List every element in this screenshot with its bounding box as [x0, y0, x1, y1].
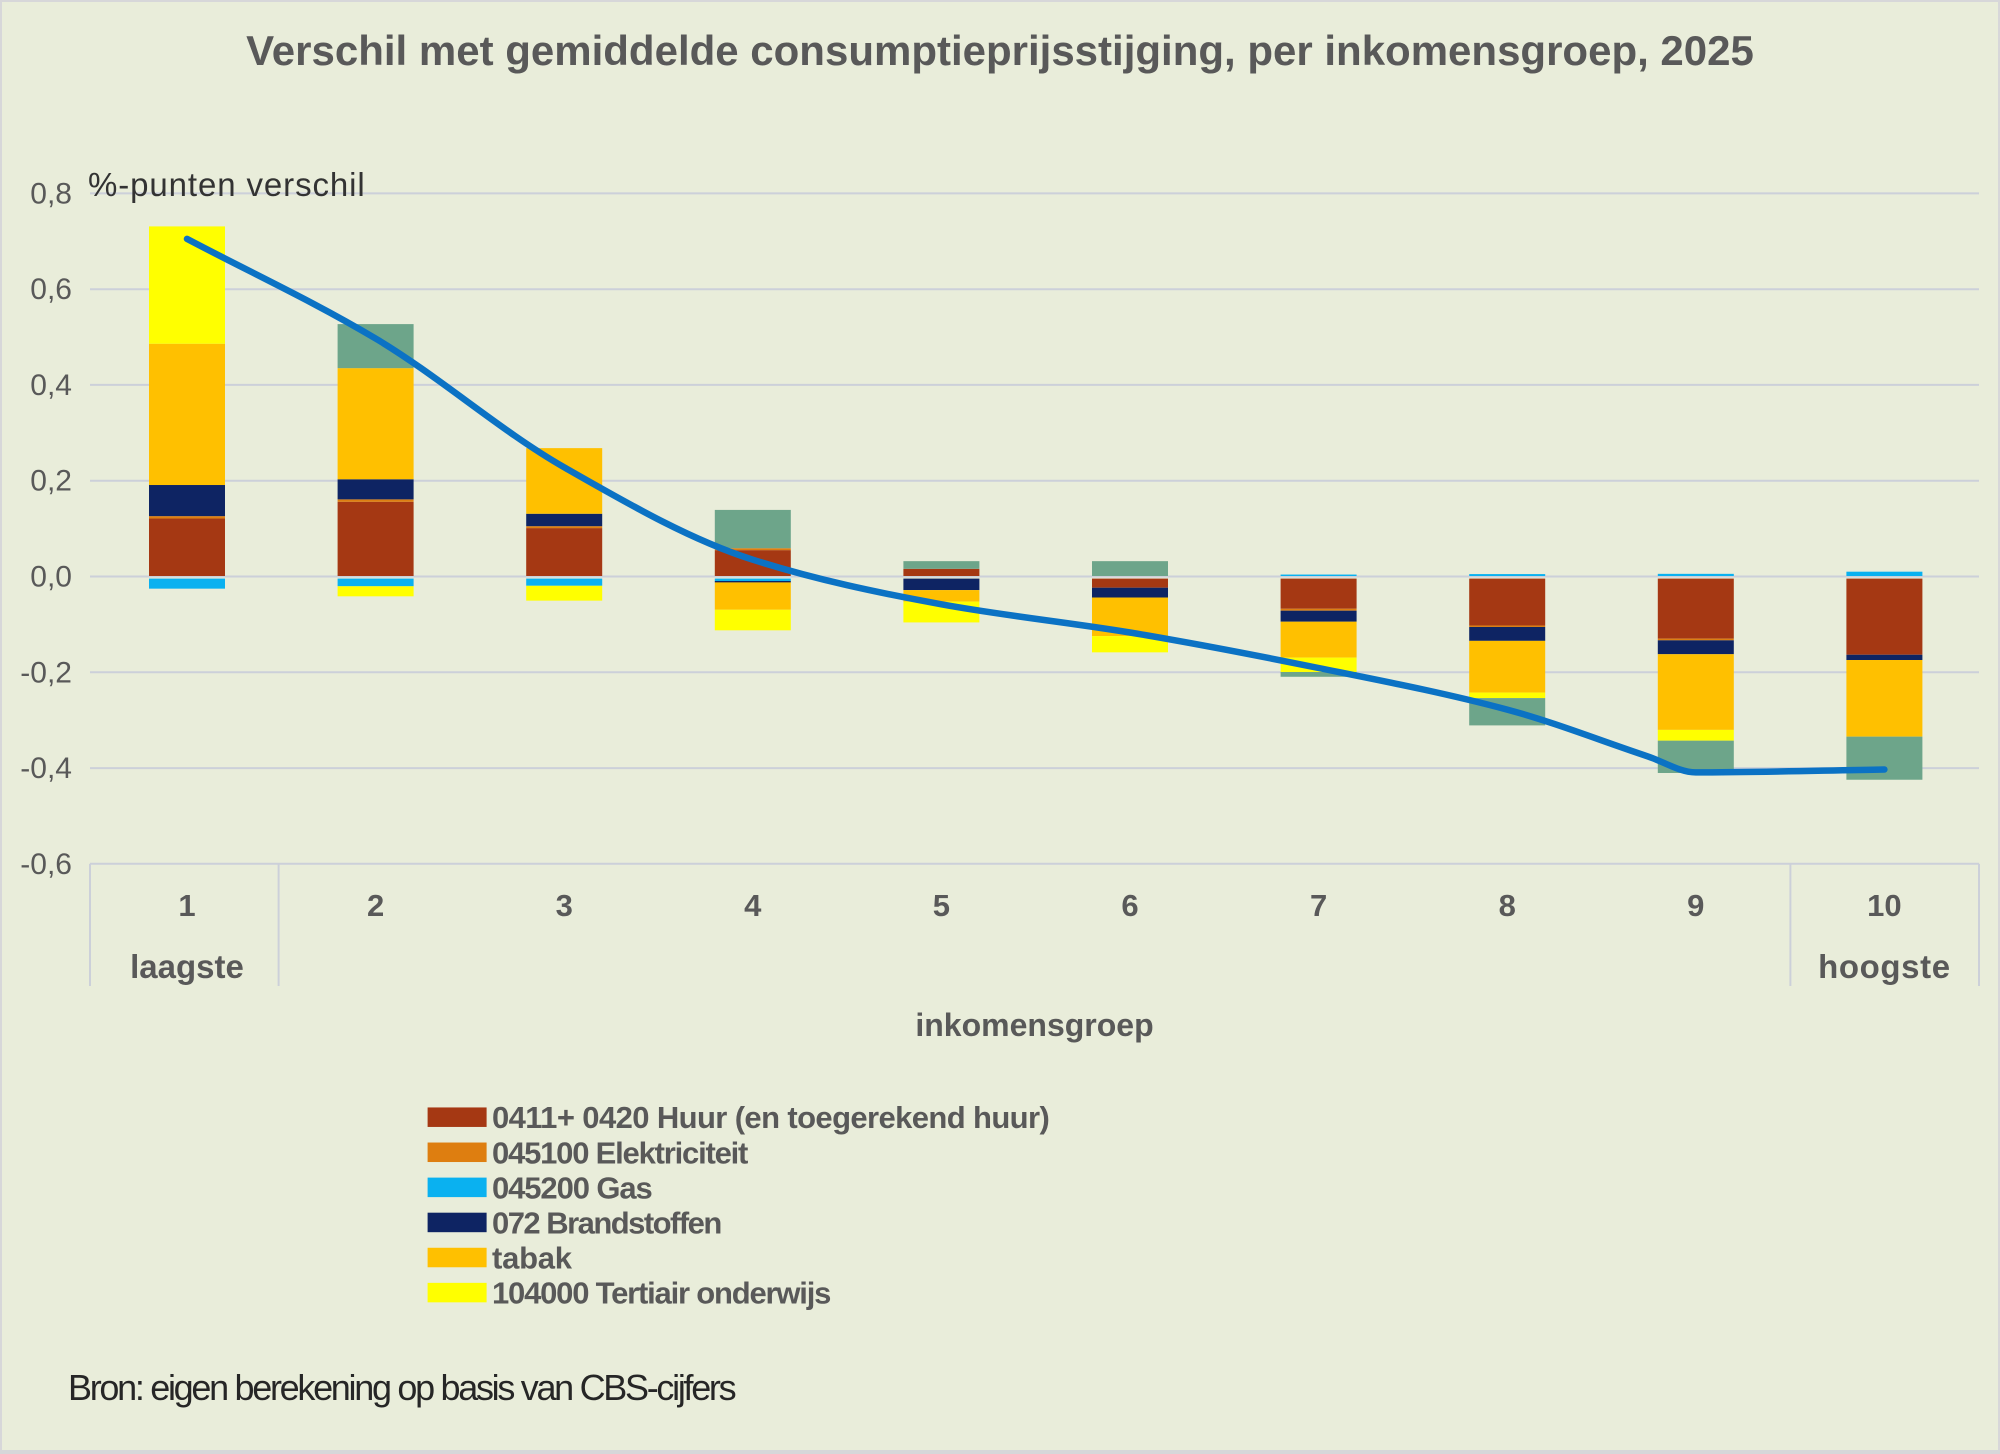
- svg-text:9: 9: [1687, 888, 1704, 923]
- svg-text:4: 4: [744, 888, 762, 923]
- svg-text:3: 3: [556, 888, 573, 923]
- svg-text:8: 8: [1499, 888, 1516, 923]
- svg-text:0,0: 0,0: [30, 561, 72, 594]
- svg-text:5: 5: [933, 888, 950, 923]
- svg-text:0,4: 0,4: [30, 369, 72, 402]
- svg-text:laagste: laagste: [130, 948, 244, 985]
- svg-text:0,8: 0,8: [30, 177, 72, 210]
- svg-text:10: 10: [1867, 888, 1901, 923]
- svg-text:7: 7: [1310, 888, 1327, 923]
- svg-text:inkomensgroep: inkomensgroep: [915, 1007, 1153, 1043]
- svg-text:Bron: eigen berekening op basi: Bron: eigen berekening op basis van CBS-…: [68, 1367, 736, 1408]
- svg-text:-0,6: -0,6: [20, 848, 72, 881]
- svg-text:045200 Gas: 045200 Gas: [492, 1170, 652, 1205]
- svg-text:-0,2: -0,2: [20, 656, 72, 689]
- svg-text:2: 2: [367, 888, 384, 923]
- svg-text:hoogste: hoogste: [1818, 948, 1951, 985]
- svg-text:0,2: 0,2: [30, 465, 72, 498]
- svg-text:0411+ 0420 Huur (en toegereken: 0411+ 0420 Huur (en toegerekend huur): [492, 1100, 1049, 1135]
- svg-text:tabak: tabak: [492, 1241, 573, 1276]
- svg-text:%-punten verschil: %-punten verschil: [88, 166, 366, 203]
- svg-text:104000 Tertiair onderwijs: 104000 Tertiair onderwijs: [492, 1276, 830, 1311]
- svg-text:0,6: 0,6: [30, 273, 72, 306]
- svg-text:072 Brandstoffen: 072 Brandstoffen: [492, 1205, 721, 1240]
- svg-text:6: 6: [1121, 888, 1138, 923]
- svg-text:045100 Elektriciteit: 045100 Elektriciteit: [492, 1135, 748, 1170]
- svg-text:-0,4: -0,4: [20, 752, 72, 785]
- svg-text:1: 1: [178, 888, 195, 923]
- svg-text:Verschil met gemiddelde consum: Verschil met gemiddelde consumptieprijss…: [246, 27, 1754, 74]
